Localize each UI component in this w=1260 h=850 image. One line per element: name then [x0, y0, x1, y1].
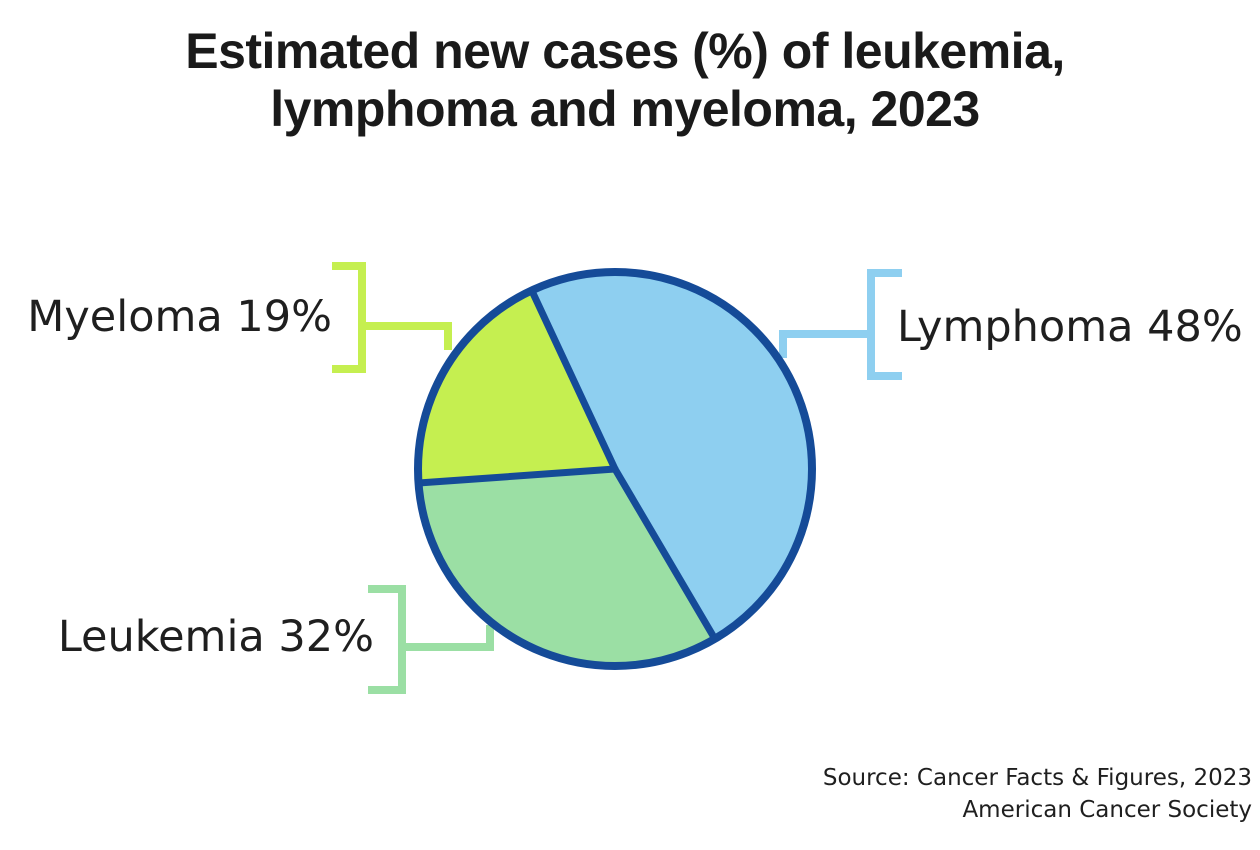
pie-slices [414, 268, 816, 670]
myeloma-slice [417, 290, 615, 484]
source-line-1: Source: Cancer Facts & Figures, 2023 [822, 765, 1252, 791]
leukemia-label: Leukemia 32% [57, 612, 374, 662]
chart-title-line-2: lymphoma and myeloma, 2023 [270, 81, 980, 137]
chart-title-line-1: Estimated new cases (%) of leukemia, [185, 23, 1065, 79]
myeloma-connector [332, 262, 452, 373]
myeloma-label: Myeloma 19% [27, 292, 332, 342]
source-note: Source: Cancer Facts & Figures, 2023 Ame… [823, 762, 1252, 826]
slice-divider-1 [528, 286, 619, 473]
lymphoma-slice [531, 272, 812, 639]
pie-outline [414, 268, 816, 670]
source-line-2: American Cancer Society [962, 797, 1252, 823]
slice-divider-2 [611, 465, 719, 643]
leukemia-connector [368, 585, 494, 694]
lymphoma-label: Lymphoma 48% [897, 302, 1243, 352]
slice-divider-3 [415, 465, 619, 487]
label-connectors [332, 262, 902, 694]
chart-title: Estimated new cases (%) of leukemia, lym… [0, 22, 1250, 138]
lymphoma-connector [779, 269, 902, 380]
